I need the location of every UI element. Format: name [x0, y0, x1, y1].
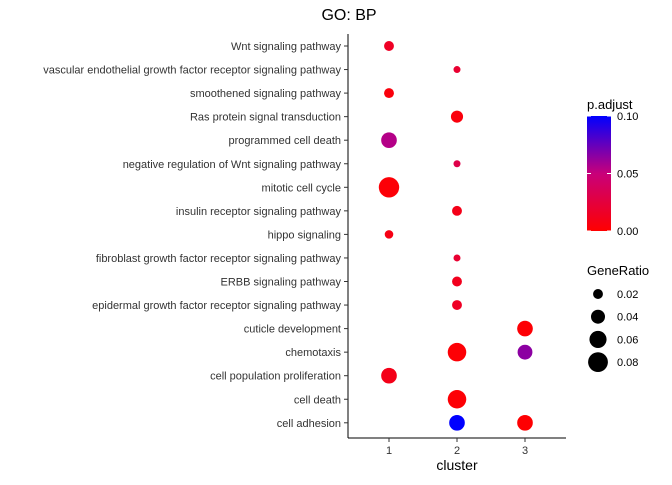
p-adjust-legend-title: p.adjust [587, 97, 633, 112]
y-tick-label: Wnt signaling pathway [231, 41, 342, 53]
y-tick-label: vascular endothelial growth factor recep… [43, 65, 341, 77]
y-tick-label: negative regulation of Wnt signaling pat… [123, 159, 342, 171]
data-point [452, 300, 462, 310]
size-legend-label: 0.06 [617, 334, 638, 346]
y-tick-label: epidermal growth factor receptor signali… [92, 300, 341, 312]
gene-ratio-legend-title: GeneRatio [587, 263, 649, 278]
data-point [453, 160, 461, 168]
y-tick-label: cell death [294, 394, 341, 406]
data-point [452, 205, 462, 216]
y-tick-label: fibroblast growth factor receptor signal… [96, 253, 342, 265]
size-legend-label: 0.08 [617, 357, 638, 369]
data-point [384, 88, 394, 99]
y-tick-label: insulin receptor signaling pathway [176, 206, 342, 218]
data-point [453, 66, 461, 74]
size-legend-dot [593, 289, 603, 299]
data-point [378, 177, 400, 198]
data-point [517, 414, 533, 431]
data-point [447, 389, 467, 409]
colorbar-tick-label: 0.05 [617, 169, 638, 181]
y-tick-label: smoothened signaling pathway [190, 88, 342, 100]
data-point [381, 132, 397, 149]
x-tick-label: 2 [454, 445, 460, 457]
y-tick-label: cell population proliferation [210, 371, 341, 383]
size-legend-label: 0.04 [617, 312, 638, 324]
chart-title: GO: BP [321, 7, 376, 24]
data-point [384, 41, 394, 51]
gene-ratio-legend: GeneRatio 0.02 0.04 0.06 0.08 [587, 263, 649, 372]
data-point [449, 414, 465, 431]
p-adjust-legend: p.adjust 0.10 0.05 0.00 [587, 97, 638, 238]
y-tick-label: Ras protein signal transduction [190, 112, 341, 124]
colorbar-tick-label: 0.00 [617, 226, 638, 238]
x-tick-label: 3 [522, 445, 528, 457]
y-tick-label: hippo signaling [268, 229, 341, 241]
size-legend-dot [588, 352, 608, 372]
data-points [378, 41, 533, 431]
data-point [450, 110, 464, 123]
y-tick-label: chemotaxis [285, 347, 341, 359]
data-point [447, 342, 467, 362]
x-axis-ticks: 1 2 3 [386, 438, 528, 457]
colorbar-tick-label: 0.10 [617, 111, 638, 123]
data-point [517, 344, 533, 360]
y-tick-label: cell adhesion [277, 418, 341, 430]
x-axis-title: cluster [436, 457, 478, 473]
y-tick-label: ERBB signaling pathway [221, 277, 342, 289]
size-legend-dot [589, 330, 607, 348]
data-point [452, 276, 462, 287]
size-legend-dot [591, 309, 605, 324]
x-tick-label: 1 [386, 445, 392, 457]
y-tick-label: mitotic cell cycle [262, 182, 341, 194]
y-tick-label: programmed cell death [228, 135, 341, 147]
size-legend-label: 0.02 [617, 289, 638, 301]
y-axis-ticks: Wnt signaling pathway vascular endothelia… [43, 41, 348, 430]
data-point [381, 367, 397, 384]
plot-area: Wnt signaling pathway vascular endothelia… [43, 34, 566, 457]
data-point [453, 254, 461, 262]
data-point [517, 320, 533, 337]
data-point [384, 230, 394, 239]
y-tick-label: cuticle development [244, 324, 341, 336]
